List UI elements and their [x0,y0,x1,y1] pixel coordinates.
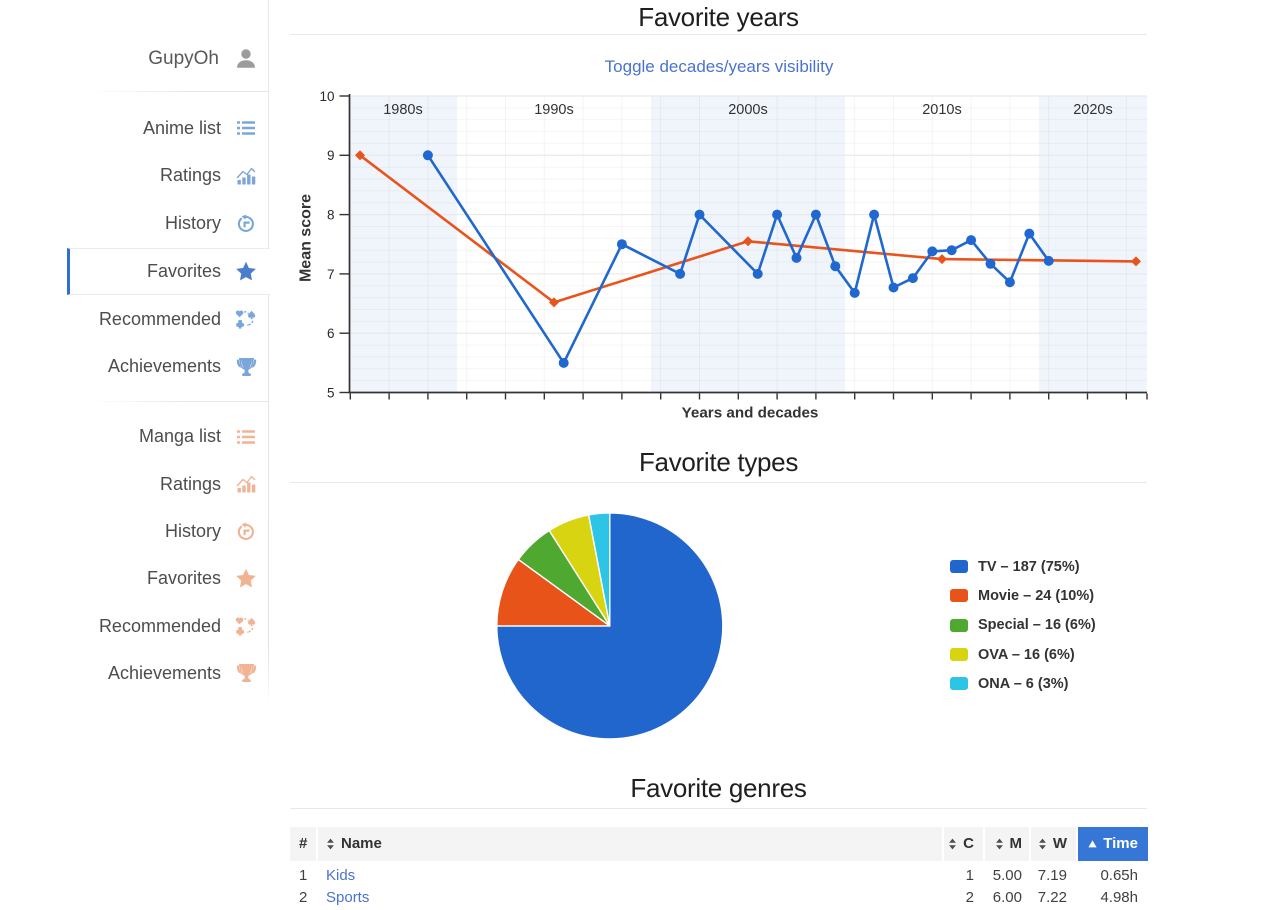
svg-text:2020s: 2020s [1073,102,1113,118]
svg-text:5: 5 [327,385,335,400]
svg-text:Years and decades: Years and decades [682,404,819,421]
svg-text:1980s: 1980s [383,102,423,118]
svg-text:2000s: 2000s [728,102,768,118]
svg-text:6: 6 [327,326,335,341]
svg-text:7: 7 [327,267,335,282]
svg-text:2010s: 2010s [922,102,962,118]
svg-text:1990s: 1990s [534,102,574,118]
svg-text:Mean score: Mean score [298,194,315,282]
svg-text:8: 8 [327,208,335,223]
svg-text:10: 10 [319,89,334,104]
svg-text:9: 9 [327,148,335,163]
